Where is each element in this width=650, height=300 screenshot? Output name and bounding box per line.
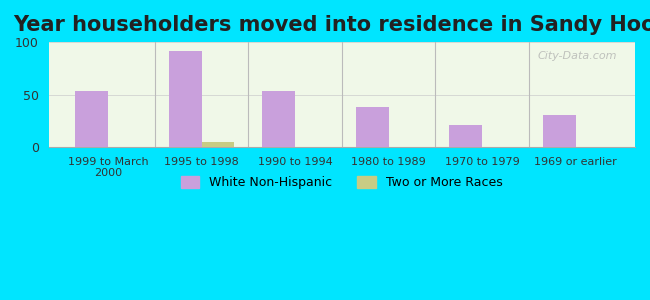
Bar — [356, 107, 389, 147]
Bar — [75, 92, 108, 147]
Bar — [169, 50, 202, 147]
Legend: White Non-Hispanic, Two or More Races: White Non-Hispanic, Two or More Races — [174, 169, 509, 196]
Bar — [543, 115, 576, 147]
Bar — [449, 125, 482, 147]
Text: City-Data.com: City-Data.com — [538, 50, 617, 61]
Title: Year householders moved into residence in Sandy Hook: Year householders moved into residence i… — [14, 15, 650, 35]
Bar — [202, 142, 234, 147]
Bar — [263, 92, 295, 147]
